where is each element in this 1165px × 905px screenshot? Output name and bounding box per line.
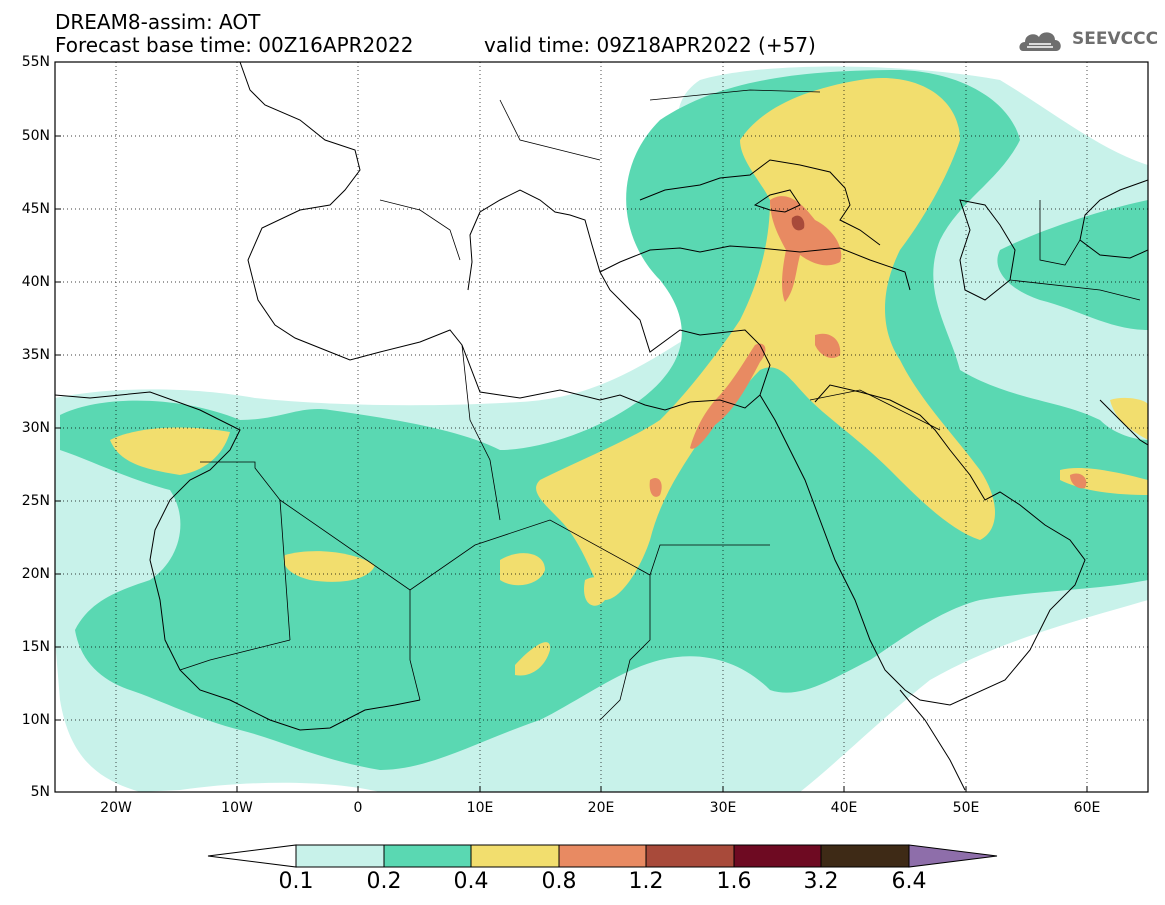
lon-label: 40E bbox=[830, 800, 858, 816]
colorbar-label: 6.4 bbox=[891, 869, 927, 894]
lon-label: 10W bbox=[221, 800, 253, 816]
colorbar-label: 0.4 bbox=[453, 869, 489, 894]
colorbar-label: 0.1 bbox=[278, 869, 314, 894]
cloud-logo-icon bbox=[1019, 32, 1061, 51]
aot-contours bbox=[55, 66, 1148, 792]
lat-label: 35N bbox=[21, 347, 50, 363]
lat-label: 10N bbox=[21, 712, 50, 728]
lat-label: 45N bbox=[21, 201, 50, 217]
lat-label: 30N bbox=[21, 420, 50, 436]
lat-label: 40N bbox=[21, 274, 50, 290]
map-gridlines bbox=[55, 62, 1148, 792]
logo-text: SEEVCCC bbox=[1072, 29, 1159, 49]
map-title: DREAM8-assim: AOT bbox=[55, 10, 261, 34]
valid-time: valid time: 09Z18APR2022 (+57) bbox=[484, 33, 816, 57]
borders bbox=[179, 89, 1141, 721]
colorbar-label: 0.2 bbox=[366, 869, 402, 894]
aot-layer-1.2 bbox=[791, 215, 805, 231]
colorbar-label: 1.2 bbox=[628, 869, 664, 894]
lon-label: 30E bbox=[709, 800, 737, 816]
colorbar-label: 0.8 bbox=[541, 869, 577, 894]
lon-label: 20E bbox=[587, 800, 615, 816]
aot-layer-0.4 bbox=[110, 78, 1148, 676]
axis-ticks bbox=[55, 61, 1088, 792]
colorbar-label: 3.2 bbox=[803, 869, 839, 894]
lon-label: 60E bbox=[1073, 800, 1101, 816]
lat-label: 20N bbox=[21, 566, 50, 582]
lon-label: 20W bbox=[100, 800, 132, 816]
colorbar-label: 1.6 bbox=[716, 869, 752, 894]
lat-label: 25N bbox=[21, 493, 50, 509]
lon-label: 10E bbox=[466, 800, 494, 816]
lat-label: 15N bbox=[21, 639, 50, 655]
lat-label: 55N bbox=[21, 54, 50, 70]
aot-layer-0.8 bbox=[649, 196, 1087, 497]
coastlines bbox=[55, 62, 1148, 791]
forecast-base-time: Forecast base time: 00Z16APR2022 bbox=[55, 33, 414, 57]
lat-label: 50N bbox=[21, 128, 50, 144]
lon-label: 50E bbox=[952, 800, 980, 816]
lat-label: 5N bbox=[30, 784, 50, 800]
lon-label: 0 bbox=[353, 800, 363, 816]
